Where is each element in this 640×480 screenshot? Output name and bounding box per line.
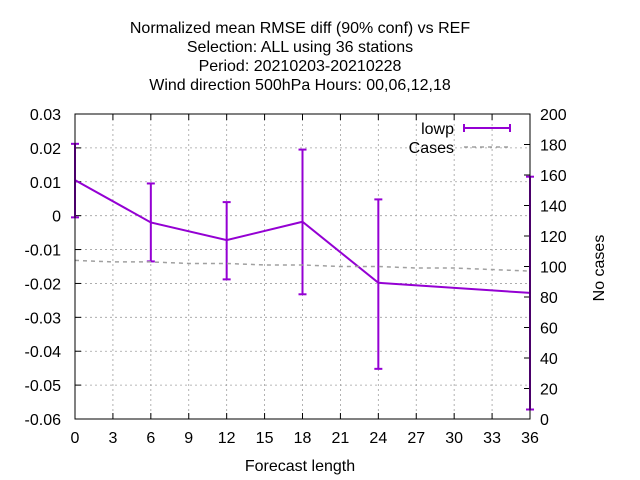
chart-title: Normalized mean RMSE diff (90% conf) vs … <box>130 20 470 94</box>
x-tick-label: 21 <box>332 430 350 447</box>
right-y-tick-label: 40 <box>540 351 558 368</box>
title-line-4: Wind direction 500hPa Hours: 00,06,12,18 <box>149 77 451 94</box>
x-tick-label: 30 <box>445 430 463 447</box>
title-line-1: Normalized mean RMSE diff (90% conf) vs … <box>130 20 470 37</box>
right-y-tick-label: 200 <box>540 107 567 124</box>
x-tick-label: 36 <box>521 430 539 447</box>
legend-label: Cases <box>409 140 454 157</box>
x-tick-label: 15 <box>256 430 274 447</box>
x-tick-label: 6 <box>146 430 155 447</box>
right-y-tick-label: 0 <box>540 412 549 429</box>
left-y-tick-label: -0.03 <box>25 310 62 327</box>
x-axis-label: Forecast length <box>245 458 355 475</box>
x-axis-ticks: 0 3 6 9 12 15 18 21 24 27 30 33 36 <box>71 114 539 447</box>
error-bar <box>298 148 307 296</box>
x-tick-label: 12 <box>218 430 236 447</box>
left-y-tick-label: 0 <box>52 209 61 226</box>
series-cases <box>74 259 531 272</box>
error-bar <box>222 201 231 281</box>
left-y-tick-label: 0.03 <box>30 107 61 124</box>
left-y-tick-label: -0.02 <box>25 276 62 293</box>
left-y-tick-label: -0.01 <box>25 243 62 260</box>
x-tick-label: 24 <box>369 430 387 447</box>
left-y-tick-label: -0.05 <box>25 378 62 395</box>
right-y-tick-label: 20 <box>540 382 558 399</box>
series-line-lowp <box>74 179 531 294</box>
x-tick-label: 27 <box>407 430 425 447</box>
legend: lowp Cases <box>409 121 511 157</box>
title-line-3: Period: 20210203-20210228 <box>199 58 402 75</box>
right-y-tick-label: 160 <box>540 168 567 185</box>
right-y-tick-label: 180 <box>540 138 567 155</box>
x-tick-label: 9 <box>184 430 193 447</box>
left-y-axis-ticks: 0.03 0.02 0.01 0 -0.01 -0.02 -0.03 -0.04 -0.05 -0… <box>25 107 81 429</box>
x-tick-label: 3 <box>108 430 117 447</box>
legend-item-lowp: lowp <box>421 121 511 138</box>
right-y-tick-label: 100 <box>540 260 567 277</box>
right-y-tick-label: 120 <box>540 229 567 246</box>
right-y-tick-label: 60 <box>540 321 558 338</box>
left-y-tick-label: -0.06 <box>25 412 62 429</box>
right-y-tick-label: 140 <box>540 199 567 216</box>
left-y-tick-label: 0.01 <box>30 175 61 192</box>
x-tick-label: 18 <box>294 430 312 447</box>
legend-label: lowp <box>421 121 454 138</box>
legend-item-cases: Cases <box>409 140 510 157</box>
left-y-tick-label: 0.02 <box>30 141 61 158</box>
title-line-2: Selection: ALL using 36 stations <box>187 39 413 56</box>
left-y-tick-label: -0.04 <box>25 344 62 361</box>
series-line-cases <box>74 259 531 272</box>
plot-frame <box>74 113 531 420</box>
error-bar <box>374 198 383 370</box>
x-tick-label: 0 <box>71 430 80 447</box>
right-y-axis-label: No cases <box>591 235 608 302</box>
x-tick-label: 33 <box>483 430 501 447</box>
right-y-tick-label: 80 <box>540 290 558 307</box>
right-y-axis-ticks: 0 20 40 60 80 100 120 140 160 180 200 <box>524 107 567 429</box>
